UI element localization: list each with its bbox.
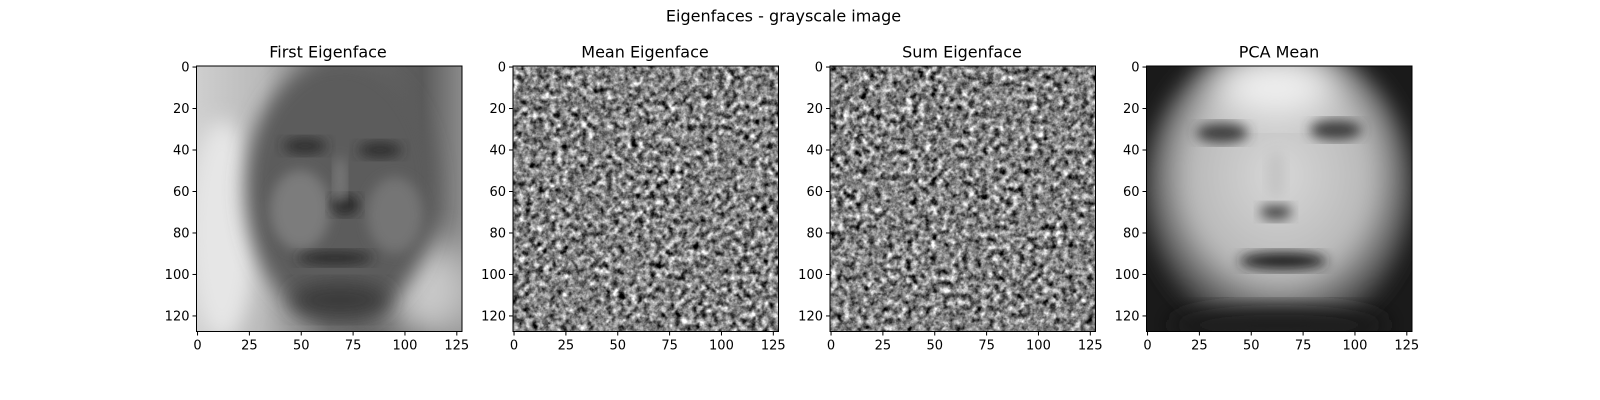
y-tick-label: 0 bbox=[1131, 61, 1139, 76]
x-tick-label: 100 bbox=[1343, 339, 1368, 354]
x-tick-label: 0 bbox=[1143, 339, 1151, 354]
image-first-eigenface bbox=[196, 66, 462, 332]
x-tick-label: 125 bbox=[1394, 339, 1419, 354]
y-tick-label: 80 bbox=[489, 226, 506, 241]
y-tick-label: 120 bbox=[1115, 309, 1140, 324]
axes-frame bbox=[512, 65, 779, 332]
axes-frame bbox=[829, 65, 1096, 332]
x-tick-label: 100 bbox=[393, 339, 418, 354]
axes-frame bbox=[196, 65, 463, 332]
y-tick-label: 60 bbox=[1123, 185, 1140, 200]
panel-title: First Eigenface bbox=[269, 43, 387, 62]
x-tick-label: 125 bbox=[761, 339, 786, 354]
x-tick-label: 125 bbox=[444, 339, 469, 354]
x-tick-label: 75 bbox=[345, 339, 362, 354]
y-tick-label: 80 bbox=[806, 226, 823, 241]
panel-title: Mean Eigenface bbox=[581, 43, 708, 62]
y-tick-label: 40 bbox=[489, 144, 506, 159]
panel-title: Sum Eigenface bbox=[902, 43, 1022, 62]
y-tick-label: 60 bbox=[489, 185, 506, 200]
x-tick-label: 0 bbox=[193, 339, 201, 354]
y-tick-label: 60 bbox=[806, 185, 823, 200]
y-tick-label: 20 bbox=[173, 102, 190, 117]
x-tick-label: 50 bbox=[926, 339, 943, 354]
x-tick-label: 25 bbox=[558, 339, 575, 354]
y-tick-label: 100 bbox=[481, 268, 506, 283]
y-tick-label: 0 bbox=[815, 61, 823, 76]
y-tick-label: 0 bbox=[181, 61, 189, 76]
x-tick-label: 125 bbox=[1078, 339, 1103, 354]
x-tick-label: 100 bbox=[709, 339, 734, 354]
x-tick-label: 25 bbox=[1191, 339, 1208, 354]
y-tick-label: 120 bbox=[481, 309, 506, 324]
y-tick-label: 40 bbox=[806, 144, 823, 159]
y-tick-label: 20 bbox=[489, 102, 506, 117]
x-tick-label: 75 bbox=[978, 339, 995, 354]
y-tick-label: 80 bbox=[173, 226, 190, 241]
y-tick-label: 20 bbox=[806, 102, 823, 117]
panel-pca-mean: PCA Mean 0 25 50 75 100 125 0 20 40 60 80 100 120 bbox=[1115, 43, 1420, 354]
image-mean-eigenface bbox=[513, 66, 779, 332]
y-tick-label: 0 bbox=[498, 61, 506, 76]
image-pca-mean bbox=[1146, 66, 1412, 332]
x-tick-label: 50 bbox=[293, 339, 310, 354]
y-tick-label: 20 bbox=[1123, 102, 1140, 117]
y-tick-label: 120 bbox=[165, 309, 190, 324]
axes-frame bbox=[1146, 65, 1413, 332]
x-tick-label: 25 bbox=[875, 339, 892, 354]
y-tick-label: 80 bbox=[1123, 226, 1140, 241]
x-tick-label: 75 bbox=[661, 339, 678, 354]
x-tick-label: 25 bbox=[241, 339, 258, 354]
image-sum-eigenface bbox=[830, 66, 1096, 332]
panel-sum-eigenface: Sum Eigenface 0 25 50 75 100 125 0 20 40 60 80 100 1… bbox=[798, 43, 1103, 354]
y-tick-label: 100 bbox=[1115, 268, 1140, 283]
y-tick-label: 60 bbox=[173, 185, 190, 200]
y-tick-label: 120 bbox=[798, 309, 823, 324]
y-tick-label: 100 bbox=[798, 268, 823, 283]
panel-mean-eigenface: Mean Eigenface 0 25 50 75 100 125 0 20 40 60 80 100… bbox=[481, 43, 786, 354]
panel-title: PCA Mean bbox=[1239, 43, 1319, 62]
x-tick-label: 75 bbox=[1295, 339, 1312, 354]
y-tick-label: 40 bbox=[173, 144, 190, 159]
x-tick-label: 50 bbox=[1243, 339, 1260, 354]
x-tick-label: 50 bbox=[609, 339, 626, 354]
y-tick-label: 100 bbox=[165, 268, 190, 283]
x-tick-label: 0 bbox=[510, 339, 518, 354]
y-tick-label: 40 bbox=[1123, 144, 1140, 159]
x-tick-label: 100 bbox=[1026, 339, 1051, 354]
panel-first-eigenface: First Eigenface 0 25 50 75 100 125 0 20 40 60 80 10… bbox=[165, 43, 470, 354]
figure-title: Eigenfaces - grayscale image bbox=[666, 7, 901, 26]
x-tick-label: 0 bbox=[827, 339, 835, 354]
